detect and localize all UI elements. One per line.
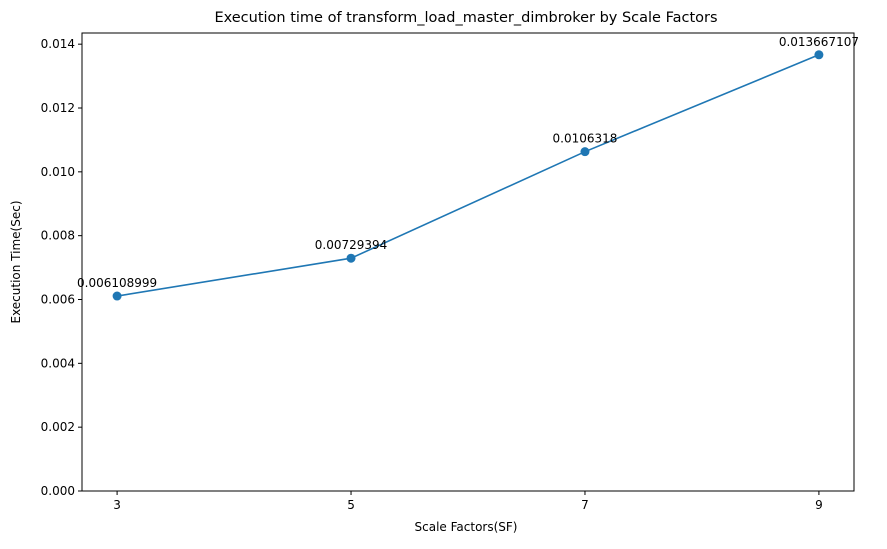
x-tick-label: 9 [815, 498, 823, 512]
data-point [580, 147, 590, 157]
data-point [346, 253, 356, 263]
y-tick-label: 0.014 [41, 37, 75, 51]
y-tick-label: 0.010 [41, 165, 75, 179]
x-tick-label: 5 [347, 498, 355, 512]
series-line [116, 54, 820, 297]
x-tick-label: 3 [113, 498, 121, 512]
y-axis-label: Execution Time(Sec) [9, 200, 23, 323]
y-tick-label: 0.000 [41, 484, 75, 498]
plot-area-frame [81, 32, 855, 492]
data-label: 0.0106318 [553, 132, 618, 146]
y-axis-ticks: 0.000 0.002 0.004 0.006 0.008 0.010 0.012 0.014 [41, 37, 82, 498]
y-tick-label: 0.012 [41, 101, 75, 115]
x-axis-ticks: 3 5 7 9 [113, 491, 823, 512]
x-tick-label: 7 [581, 498, 589, 512]
data-label: 0.00729394 [315, 238, 388, 252]
y-tick-label: 0.002 [41, 420, 75, 434]
x-axis-label: Scale Factors(SF) [415, 520, 518, 534]
data-label: 0.013667107 [779, 35, 859, 49]
data-point [112, 291, 122, 301]
y-tick-label: 0.004 [41, 356, 75, 370]
y-tick-label: 0.006 [41, 293, 75, 307]
data-labels: 0.006108999 0.00729394 0.0106318 0.01366710… [77, 35, 859, 290]
series-layer [112, 50, 824, 301]
y-tick-label: 0.008 [41, 229, 75, 243]
data-label: 0.006108999 [77, 276, 157, 290]
data-point [814, 50, 824, 60]
chart-title: Execution time of transform_load_master_… [214, 10, 717, 26]
